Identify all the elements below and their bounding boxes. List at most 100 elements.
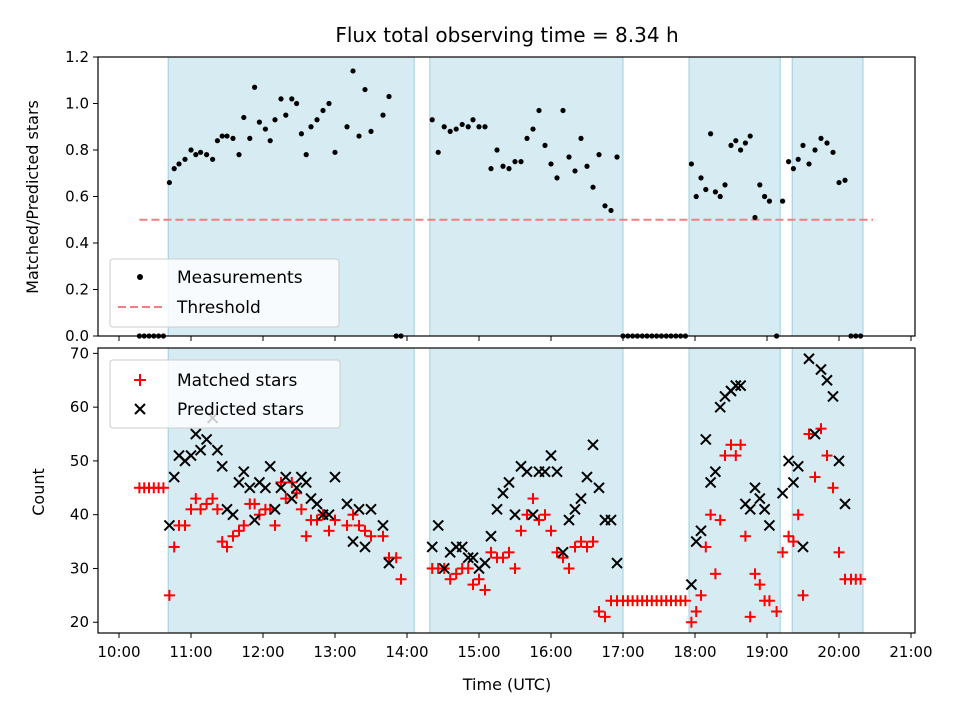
bottom-y-tick-label: 70 xyxy=(70,344,89,362)
bottom-panel: 20 30 40 50 60 70 10:00 11:00 12:00 13:00 14:00 15… xyxy=(29,344,933,694)
predicted-star-point xyxy=(792,460,804,473)
top-legend: Measurements Threshold xyxy=(109,258,340,328)
bottom-legend: Matched stars Predicted stars xyxy=(109,359,341,429)
predicted-star-point xyxy=(185,449,197,462)
predicted-star-point xyxy=(456,541,468,553)
matched-star-point xyxy=(238,519,250,531)
measurement-point xyxy=(441,124,447,130)
predicted-star-point xyxy=(787,476,800,489)
measurement-point xyxy=(608,207,614,214)
predicted-star-point xyxy=(744,503,756,516)
matched-star-point xyxy=(763,595,775,607)
measurement-point xyxy=(584,163,590,169)
measurement-point xyxy=(708,131,714,137)
predicted-star-point xyxy=(575,492,587,505)
measurement-point xyxy=(812,147,818,153)
measurement-point xyxy=(738,147,744,153)
predicted-star-point xyxy=(365,503,377,516)
measurement-point xyxy=(188,147,194,153)
measurement-point xyxy=(278,96,284,102)
measurement-point xyxy=(283,112,289,118)
matched-star-point xyxy=(545,525,557,537)
measurement-point xyxy=(429,117,435,123)
x-tick-label: 12:00 xyxy=(241,643,284,661)
x-tick-label: 14:00 xyxy=(385,643,428,661)
matched-star-point xyxy=(311,514,323,526)
predicted-star-point xyxy=(611,557,623,569)
predicted-star-point xyxy=(275,482,287,494)
measurement-point xyxy=(518,159,524,165)
matched-star-point xyxy=(557,552,569,564)
measurement-point xyxy=(717,193,723,200)
matched-star-point xyxy=(719,450,731,462)
bottom-x-axis: 10:00 11:00 12:00 13:00 14:00 15:00 16:00 17:00… xyxy=(97,633,933,661)
measurement-point xyxy=(762,193,768,200)
bottom-observing-window xyxy=(429,347,624,634)
matched-star-point xyxy=(777,546,789,558)
matched-star-point xyxy=(739,530,751,542)
predicted-star-point xyxy=(426,541,438,553)
predicted-star-point xyxy=(503,476,515,489)
measurement-point xyxy=(795,156,801,162)
measurement-point xyxy=(512,159,518,165)
matched-star-point xyxy=(179,519,191,531)
measurement-point xyxy=(733,138,739,144)
predicted-star-point xyxy=(581,471,593,483)
predicted-star-point xyxy=(311,498,323,510)
matched-star-point xyxy=(347,509,359,521)
matched-star-point xyxy=(359,525,371,537)
measurement-point xyxy=(596,152,602,158)
predicted-star-point xyxy=(685,578,698,591)
matched-star-point xyxy=(744,611,756,623)
bottom-star-points xyxy=(133,353,867,628)
x-tick-label: 18:00 xyxy=(673,643,716,661)
matched-star-point xyxy=(587,536,599,548)
predicted-star-point xyxy=(264,460,276,473)
matched-star-point xyxy=(450,568,462,580)
bottom-y-axis: 20 30 40 50 60 70 xyxy=(70,344,98,631)
measurement-point xyxy=(818,135,824,141)
top-y-axis: 0.0 0.2 0.4 0.6 0.8 1.0 1.2 xyxy=(65,48,98,345)
measurement-point xyxy=(204,152,210,158)
measurement-point xyxy=(566,154,572,160)
measurement-point xyxy=(824,140,830,146)
legend-predicted-label: Predicted stars xyxy=(177,400,304,420)
predicted-star-point xyxy=(695,525,707,537)
predicted-star-point xyxy=(714,401,726,413)
matched-star-point xyxy=(821,450,833,462)
predicted-star-point xyxy=(782,455,795,467)
matched-star-point xyxy=(185,503,197,515)
predicted-star-point xyxy=(211,444,224,456)
measurement-point xyxy=(842,177,848,183)
measurement-point xyxy=(712,189,719,195)
matched-star-point xyxy=(269,519,281,531)
predicted-star-point xyxy=(815,363,827,376)
matched-star-point xyxy=(690,605,702,617)
predicted-star-point xyxy=(763,519,776,532)
matched-star-point xyxy=(295,503,307,515)
measurement-point xyxy=(554,175,560,181)
top-y-tick-label: 0.6 xyxy=(65,188,89,206)
measurement-point xyxy=(303,152,309,158)
predicted-star-point xyxy=(216,460,228,473)
bottom-y-tick-label: 50 xyxy=(70,452,89,470)
measurement-point xyxy=(530,126,536,132)
matched-star-point xyxy=(695,589,707,601)
matched-star-point xyxy=(533,514,545,526)
predicted-star-point xyxy=(563,514,575,526)
predicted-star-point xyxy=(323,508,335,521)
matched-star-point xyxy=(827,482,839,494)
predicted-star-point xyxy=(587,439,599,451)
matched-star-point xyxy=(725,439,737,451)
measurement-point xyxy=(308,124,314,130)
predicted-star-point xyxy=(194,444,207,456)
predicted-star-point xyxy=(462,552,474,564)
measurement-point xyxy=(252,84,258,90)
measurement-point xyxy=(836,179,842,186)
predicted-star-point xyxy=(485,530,497,542)
matched-star-point xyxy=(195,503,207,515)
predicted-star-point xyxy=(734,379,747,392)
matched-star-point xyxy=(221,541,233,553)
predicted-star-point xyxy=(377,519,389,532)
predicted-star-point xyxy=(168,471,180,483)
